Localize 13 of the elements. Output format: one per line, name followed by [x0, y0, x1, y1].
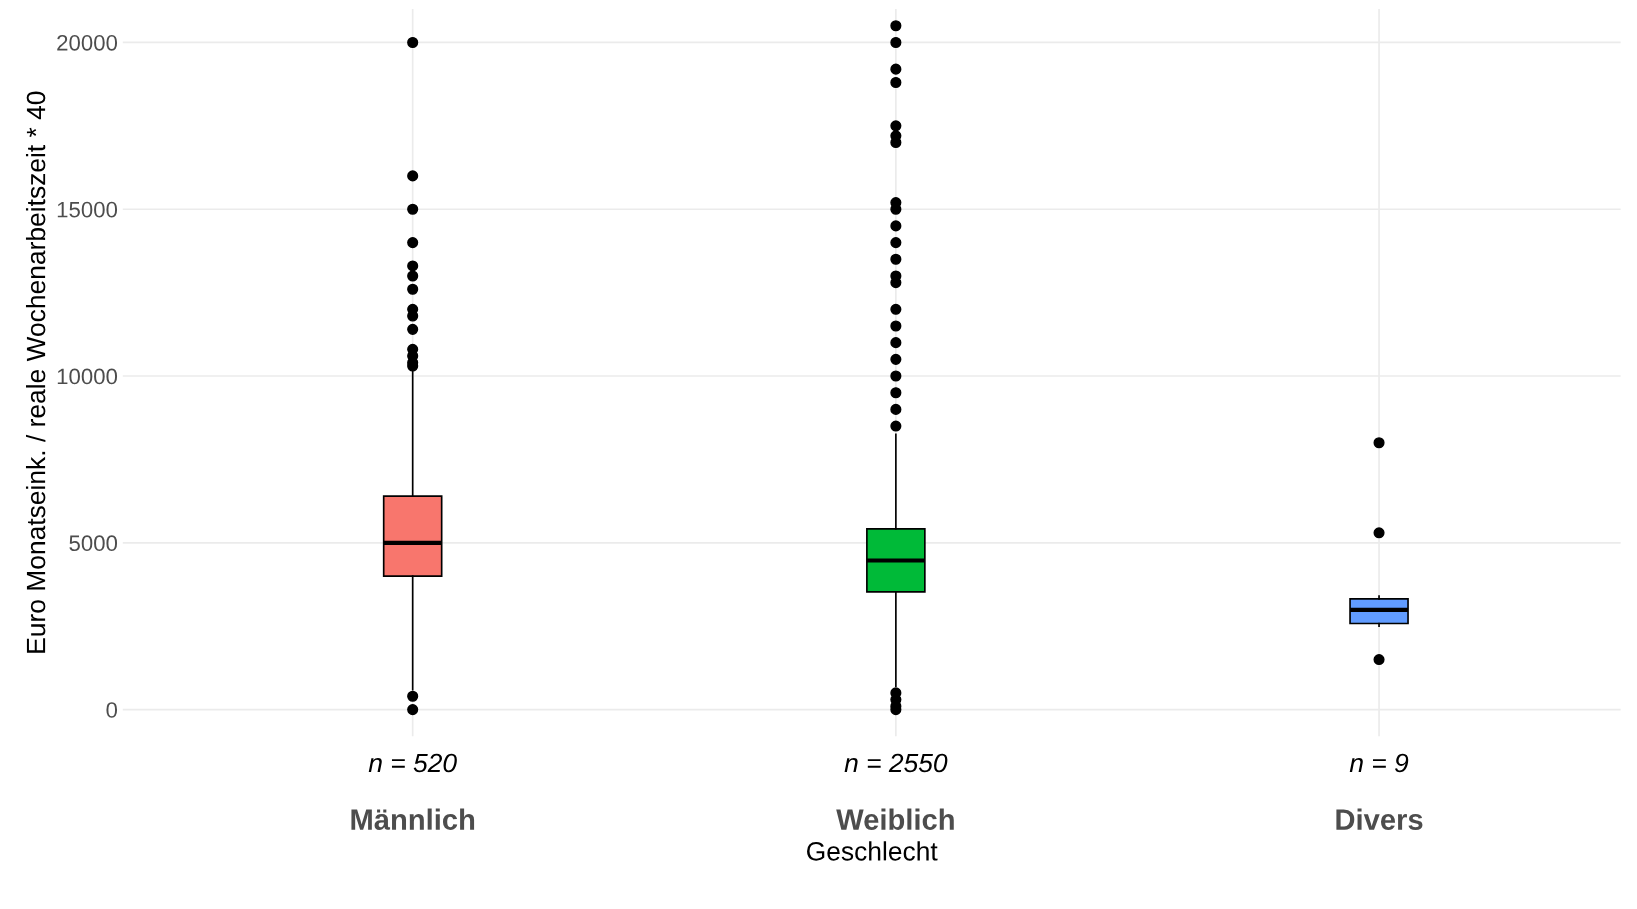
- y-tick-label: 20000: [57, 34, 118, 51]
- x-tick-label: Weiblich: [836, 808, 954, 830]
- x-tick-label: Männlich: [351, 808, 475, 830]
- x-axis-title: Geschlecht: [807, 841, 938, 861]
- text: n = 520: [368, 753, 457, 773]
- y-tick-label: 10000: [57, 368, 118, 385]
- x-tick-label: Divers: [1336, 808, 1423, 830]
- y-tick-label: 15000: [57, 201, 118, 218]
- y-tick-label: 0: [106, 702, 118, 718]
- text: n = 9: [1349, 753, 1409, 773]
- y-tick-label: 5000: [69, 535, 118, 552]
- y-axis-title: Euro Monatseink. / reale Wochenarbeitszeit * 40: [25, 91, 46, 653]
- text: n = 2550: [844, 753, 948, 773]
